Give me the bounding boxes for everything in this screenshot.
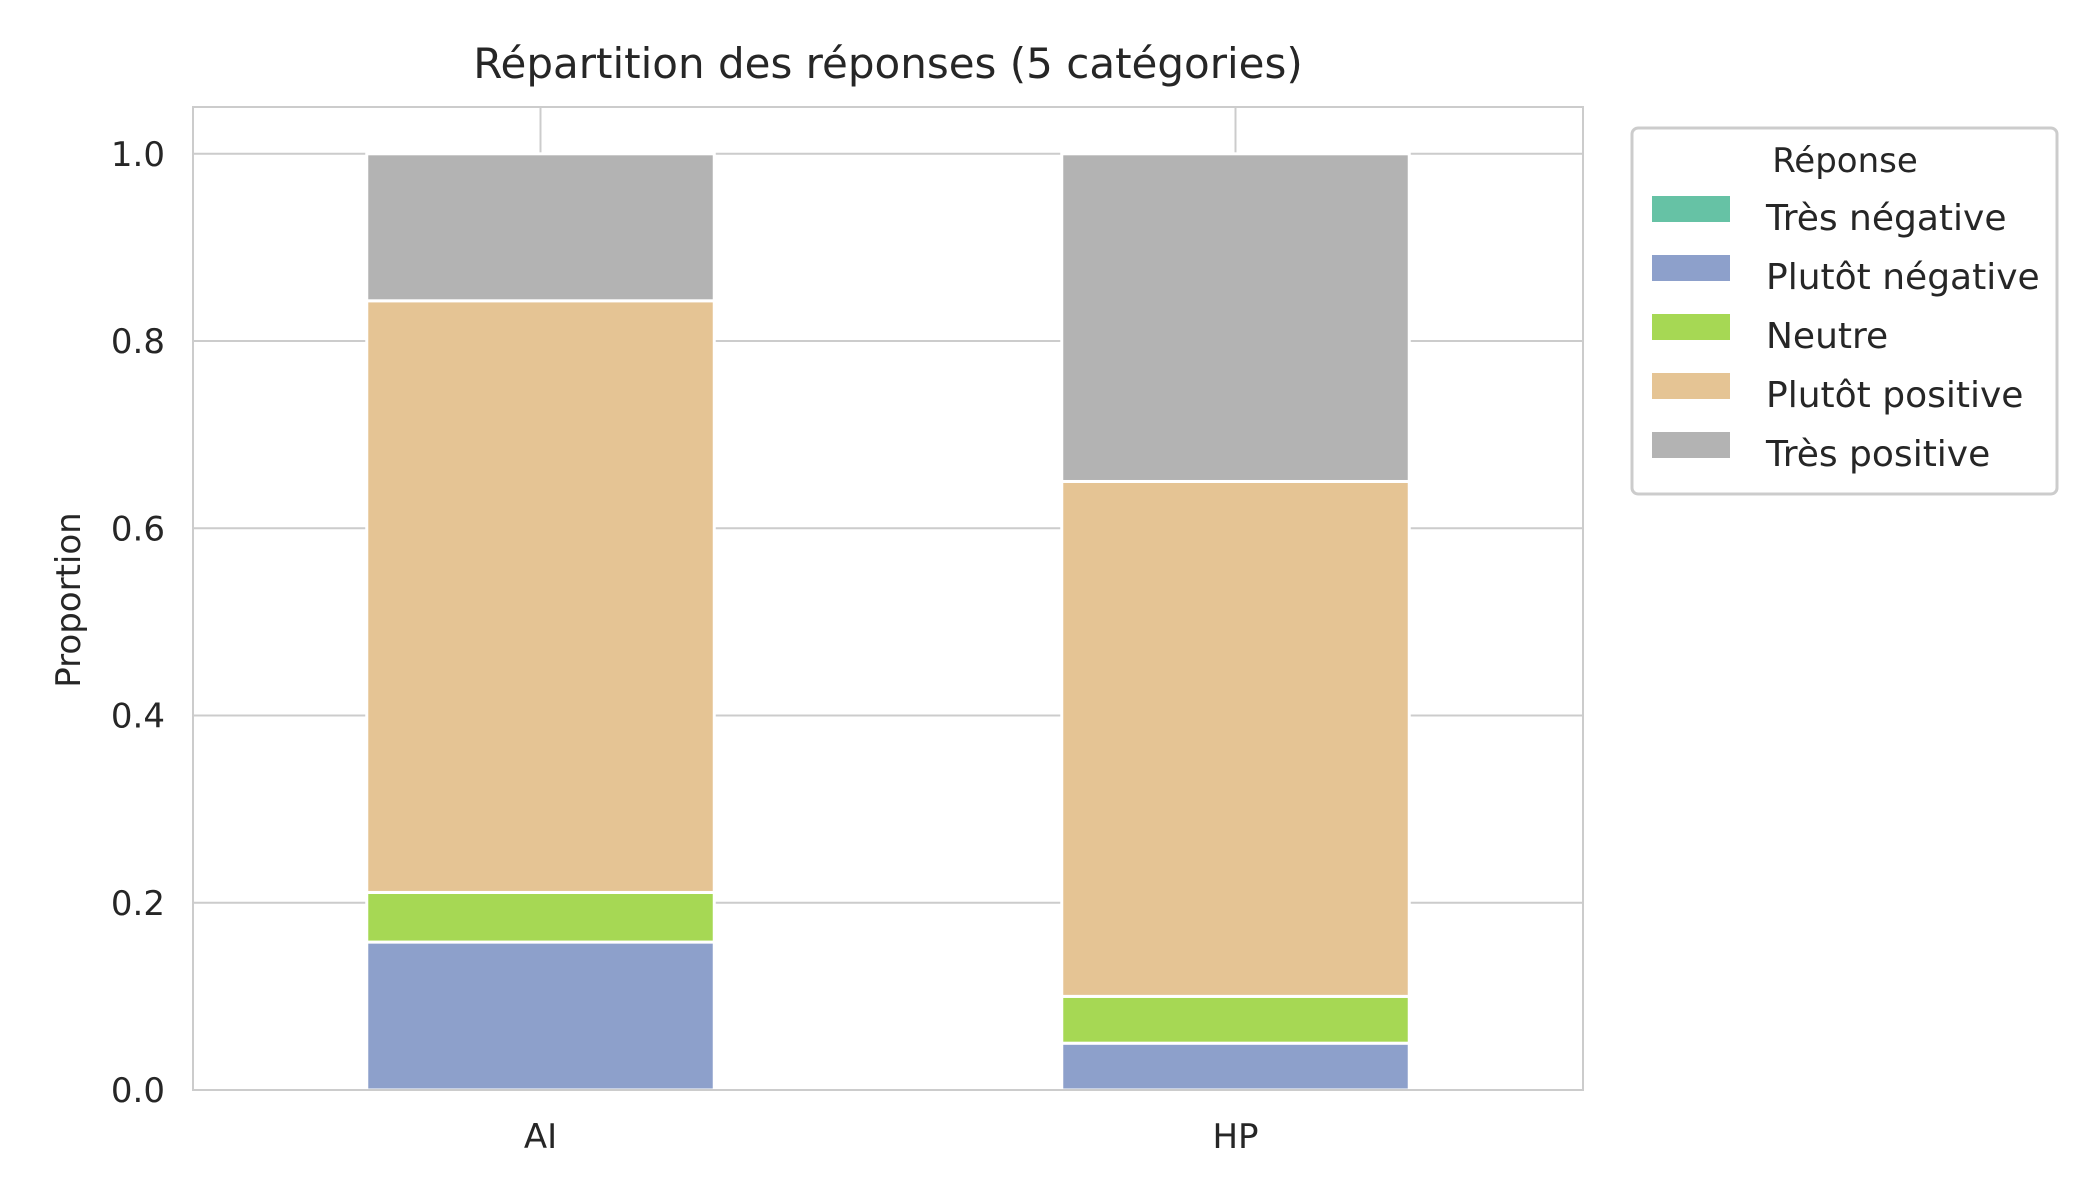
bar-segment-hp-tres-positive <box>1060 152 1411 483</box>
legend-swatch-plutot-positive <box>1652 373 1730 399</box>
bars <box>365 152 1411 1092</box>
y-tick-label: 0.0 <box>111 1071 165 1111</box>
legend-label-plutot-negative: Plutôt négative <box>1766 257 2040 298</box>
bar-segment-ai-tres-positive <box>365 152 716 303</box>
x-tick-label: HP <box>1212 1117 1258 1157</box>
bar-segment-ai-plutot-negative <box>365 940 716 1092</box>
legend-label-neutre: Neutre <box>1766 316 1888 357</box>
legend-label-tres-negative: Très négative <box>1765 198 2007 239</box>
legend-swatch-tres-negative <box>1652 196 1730 222</box>
legend-box <box>1630 126 2059 496</box>
x-axis-ticks: AI HP <box>524 1117 1259 1157</box>
legend-title: Réponse <box>1772 141 1918 181</box>
x-tick-label: AI <box>524 1117 557 1157</box>
bar-segment-ai-plutot-positive <box>365 299 716 894</box>
y-tick-label: 0.4 <box>111 697 165 737</box>
legend: Réponse Très négative Plutôt négative Neut… <box>1630 126 2059 496</box>
bar-segment-ai-neutre <box>365 890 716 944</box>
legend-swatch-plutot-negative <box>1652 255 1730 281</box>
bar-segment-hp-neutre <box>1060 994 1411 1045</box>
bar-segment-hp-plutot-negative <box>1060 1041 1411 1092</box>
y-tick-label: 0.6 <box>111 509 165 549</box>
legend-items: Très négative Plutôt négative Neutre Plutôt… <box>1652 196 2040 475</box>
legend-swatch-tres-positive <box>1652 432 1730 458</box>
y-tick-label: 0.2 <box>111 884 165 924</box>
chart-title: Répartition des réponses (5 catégories) <box>473 39 1303 88</box>
legend-label-plutot-positive: Plutôt positive <box>1766 375 2023 416</box>
legend-label-tres-positive: Très positive <box>1765 434 1990 475</box>
bar-segment-hp-plutot-positive <box>1060 479 1411 998</box>
plot-frame <box>192 106 1584 1091</box>
legend-swatch-neutre <box>1652 314 1730 340</box>
y-tick-label: 1.0 <box>111 135 165 175</box>
y-axis-label: Proportion <box>49 512 89 687</box>
y-tick-label: 0.8 <box>111 322 165 362</box>
y-axis-ticks: 0.0 0.2 0.4 0.6 0.8 1.0 <box>111 135 165 1111</box>
